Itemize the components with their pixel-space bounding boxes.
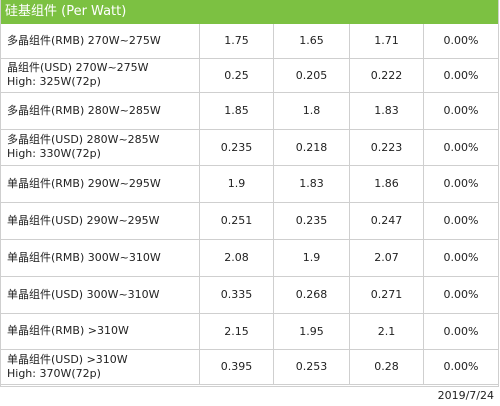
change-cell: 0.00%: [423, 128, 499, 166]
change-cell: 0.00%: [423, 348, 499, 385]
product-name-cell: 单晶组件(USD) 300W~310W: [0, 275, 200, 314]
price-cell-2: 1.83: [273, 164, 350, 203]
price-cell-2: 0.205: [273, 57, 350, 93]
price-cell-1: 1.75: [199, 24, 274, 59]
product-name-cell: 多晶组件(USD) 280W~285W High: 330W(72p): [0, 128, 200, 166]
table-row: 单晶组件(RMB) >310W 2.15 1.95 2.1 0.00%: [0, 312, 499, 350]
price-cell-3: 2.1: [349, 312, 424, 350]
price-cell-2: 0.253: [273, 348, 350, 385]
table-title: 硅基组件 (Per Watt): [5, 4, 127, 19]
date-label: 2019/7/24: [437, 389, 494, 402]
table-row: 单晶组件(USD) 290W~295W 0.251 0.235 0.247 0.00%: [0, 201, 499, 240]
price-cell-1: 0.251: [199, 201, 274, 240]
product-name-cell: 单晶组件(USD) >310W High: 370W(72p): [0, 348, 200, 385]
price-cell-3: 1.71: [349, 24, 424, 59]
product-name-cell: 单晶组件(USD) 290W~295W: [0, 201, 200, 240]
price-cell-2: 0.235: [273, 201, 350, 240]
product-name-line: 单晶组件(RMB) 300W~310W: [7, 250, 161, 264]
table-row: 单晶组件(USD) 300W~310W 0.335 0.268 0.271 0.00%: [0, 275, 499, 314]
table-row: 多晶组件(USD) 280W~285W High: 330W(72p) 0.235 0…: [0, 128, 499, 166]
price-table: 多晶组件(RMB) 270W~275W 1.75 1.65 1.71 0.00% 晶组件(…: [0, 24, 499, 385]
price-cell-3: 0.271: [349, 275, 424, 314]
price-cell-3: 1.83: [349, 91, 424, 130]
product-name-line: 单晶组件(RMB) 290W~295W: [7, 176, 161, 190]
price-cell-3: 0.223: [349, 128, 424, 166]
price-cell-1: 2.15: [199, 312, 274, 350]
price-cell-1: 0.235: [199, 128, 274, 166]
product-name-cell: 晶组件(USD) 270W~275W High: 325W(72p): [0, 57, 200, 93]
table-row: 单晶组件(RMB) 290W~295W 1.9 1.83 1.86 0.00%: [0, 164, 499, 203]
product-name-line: 多晶组件(RMB) 280W~285W: [7, 103, 161, 117]
price-cell-3: 1.86: [349, 164, 424, 203]
price-cell-1: 1.9: [199, 164, 274, 203]
price-cell-3: 0.28: [349, 348, 424, 385]
table-header: 硅基组件 (Per Watt): [1, 0, 498, 24]
product-name-cell: 单晶组件(RMB) 300W~310W: [0, 238, 200, 277]
product-name-cell: 多晶组件(RMB) 280W~285W: [0, 91, 200, 130]
price-table-panel: 硅基组件 (Per Watt) 多晶组件(RMB) 270W~275W 1.75 1…: [0, 0, 499, 387]
table-row: 晶组件(USD) 270W~275W High: 325W(72p) 0.25 0.2…: [0, 57, 499, 93]
product-name-line: 单晶组件(RMB) >310W: [7, 324, 129, 337]
product-name-line: 单晶组件(USD) 290W~295W: [7, 213, 160, 227]
price-cell-3: 2.07: [349, 238, 424, 277]
change-cell: 0.00%: [423, 57, 499, 93]
table-row: 多晶组件(RMB) 280W~285W 1.85 1.8 1.83 0.00%: [0, 91, 499, 130]
price-cell-1: 0.335: [199, 275, 274, 314]
product-name-cell: 多晶组件(RMB) 270W~275W: [0, 24, 200, 59]
price-cell-2: 1.65: [273, 24, 350, 59]
product-name-cell: 单晶组件(RMB) 290W~295W: [0, 164, 200, 203]
table-row: 多晶组件(RMB) 270W~275W 1.75 1.65 1.71 0.00%: [0, 24, 499, 59]
price-cell-1: 2.08: [199, 238, 274, 277]
price-cell-2: 1.95: [273, 312, 350, 350]
change-cell: 0.00%: [423, 201, 499, 240]
change-cell: 0.00%: [423, 164, 499, 203]
product-name-line: 多晶组件(USD) 280W~285W: [7, 133, 160, 146]
price-cell-1: 0.395: [199, 348, 274, 385]
price-cell-3: 0.222: [349, 57, 424, 93]
product-name-line: 单晶组件(USD) 300W~310W: [7, 287, 160, 301]
table-row: 单晶组件(USD) >310W High: 370W(72p) 0.395 0.253…: [0, 348, 499, 385]
product-name-line: 单晶组件(USD) >310W: [7, 352, 128, 366]
price-cell-2: 1.9: [273, 238, 350, 277]
change-cell: 0.00%: [423, 238, 499, 277]
price-cell-1: 0.25: [199, 57, 274, 93]
product-name-line: High: 325W(72p): [7, 75, 101, 88]
product-name-line: High: 370W(72p): [7, 366, 101, 380]
price-cell-1: 1.85: [199, 91, 274, 130]
change-cell: 0.00%: [423, 312, 499, 350]
product-name-cell: 单晶组件(RMB) >310W: [0, 312, 200, 350]
product-name-line: High: 330W(72p): [7, 147, 101, 160]
price-cell-3: 0.247: [349, 201, 424, 240]
price-cell-2: 0.268: [273, 275, 350, 314]
change-cell: 0.00%: [423, 275, 499, 314]
table-row: 单晶组件(RMB) 300W~310W 2.08 1.9 2.07 0.00%: [0, 238, 499, 277]
change-cell: 0.00%: [423, 91, 499, 130]
product-name-line: 晶组件(USD) 270W~275W: [7, 61, 149, 74]
change-cell: 0.00%: [423, 24, 499, 59]
price-table-body: 多晶组件(RMB) 270W~275W 1.75 1.65 1.71 0.00% 晶组件(…: [0, 24, 499, 385]
price-cell-2: 1.8: [273, 91, 350, 130]
price-cell-2: 0.218: [273, 128, 350, 166]
product-name-line: 多晶组件(RMB) 270W~275W: [7, 33, 161, 47]
